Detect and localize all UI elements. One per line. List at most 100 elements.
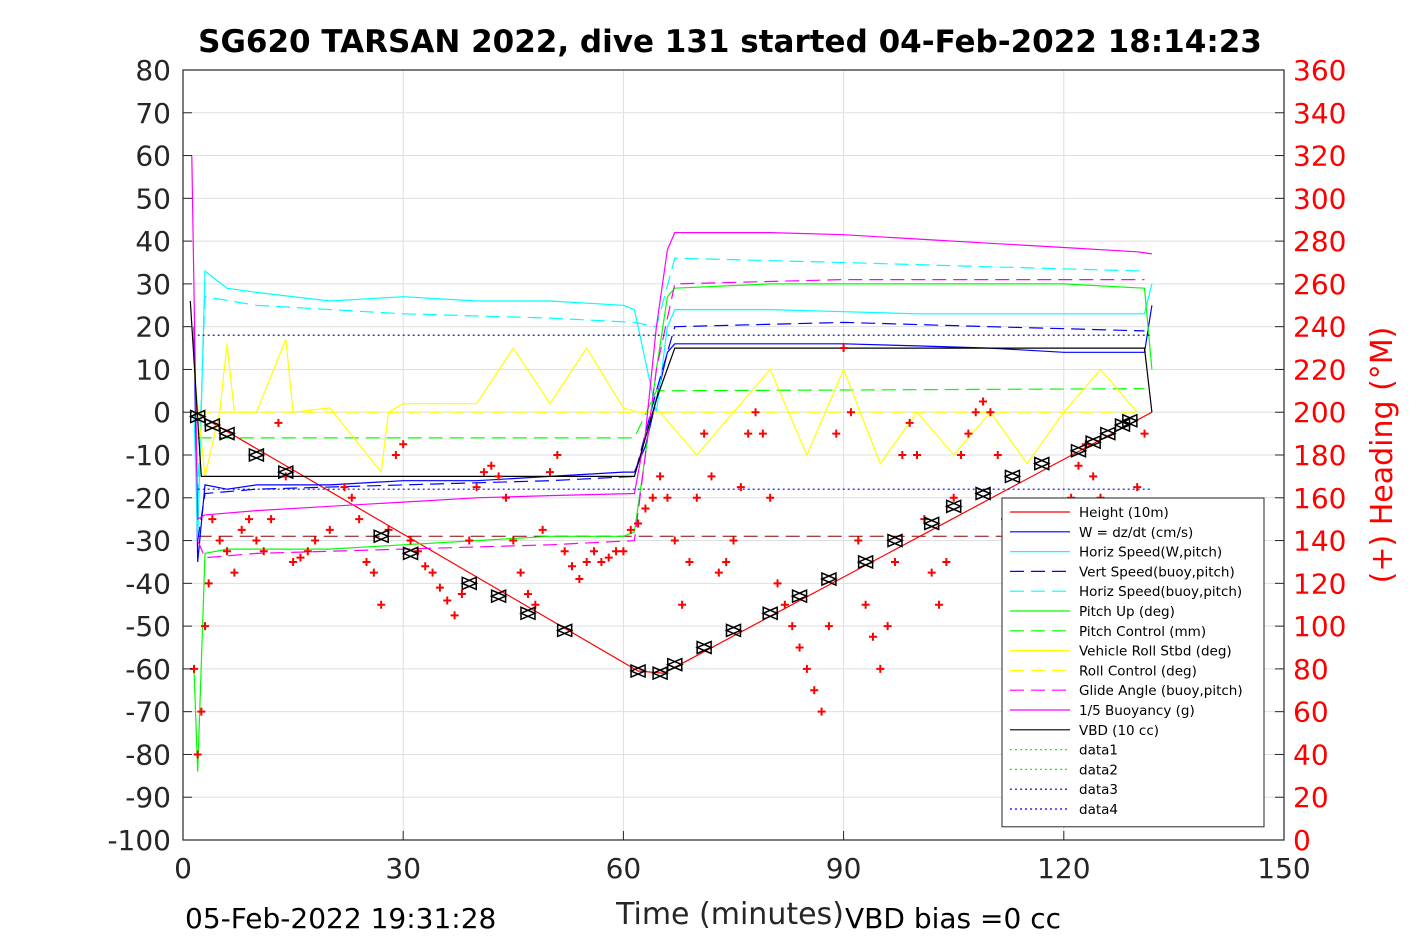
heading-point: [597, 557, 606, 566]
heading-point: [428, 568, 437, 577]
heading-point: [472, 483, 481, 492]
heading-point: [641, 504, 650, 513]
position-marker: [1098, 426, 1117, 441]
left-tick-label-8: 0: [153, 396, 171, 429]
heading-point: [744, 429, 753, 438]
position-marker: [401, 546, 420, 561]
right-tick-label-5: 260: [1293, 268, 1346, 301]
heading-point: [612, 547, 621, 556]
heading-point: [868, 632, 877, 641]
series-4-line: [197, 257, 1145, 498]
left-tick-label-1: 70: [135, 97, 171, 130]
heading-point: [443, 596, 452, 605]
left-tick-label-15: -70: [125, 696, 171, 729]
position-marker: [856, 554, 875, 570]
heading-point: [979, 397, 988, 406]
right-tick-label-3: 300: [1293, 182, 1346, 215]
heading-point: [259, 547, 268, 556]
right-tick-label-12: 120: [1293, 567, 1346, 600]
heading-point: [971, 408, 980, 417]
heading-point: [355, 515, 364, 524]
left-tick-label-0: 80: [135, 54, 171, 87]
heading-point: [663, 493, 672, 502]
heading-point: [927, 568, 936, 577]
heading-point: [634, 519, 643, 528]
position-marker: [790, 589, 809, 604]
left-axis: 80 70 60 50 40 30 20 10 0 -10 -20 -30 -40 -50 -60 -70 -8…: [107, 54, 192, 857]
heading-point: [905, 418, 914, 427]
heading-point: [296, 553, 305, 562]
position-marker: [665, 657, 684, 672]
heading-point: [993, 451, 1002, 459]
heading-point: [656, 472, 665, 481]
legend-label-13: data2: [1079, 762, 1118, 778]
right-tick-label-1: 340: [1293, 97, 1346, 130]
position-marker: [460, 576, 479, 591]
position-marker: [489, 589, 508, 604]
left-tick-label-11: -30: [125, 525, 171, 558]
position-marker: [1084, 435, 1103, 450]
footer-timestamp: 05-Feb-2022 19:31:28: [185, 902, 496, 935]
series-11-line: [189, 300, 1153, 477]
heading-point: [215, 536, 224, 545]
heading-point: [197, 707, 206, 716]
series-10-line: [191, 155, 1152, 521]
position-marker: [820, 571, 838, 587]
legend-label-1: W = dz/dt (cm/s): [1079, 525, 1193, 541]
heading-point: [751, 408, 760, 417]
heading-point: [501, 493, 510, 502]
heading-point: [230, 568, 239, 577]
heading-point: [223, 547, 232, 556]
right-tick-label-4: 280: [1293, 225, 1346, 258]
heading-point: [685, 557, 694, 566]
plot-traces: [189, 155, 1153, 772]
legend-box: [1001, 497, 1265, 828]
left-tick-label-2: 60: [135, 140, 171, 173]
series-6-line: [197, 388, 1145, 439]
heading-point: [245, 515, 254, 524]
series-7-line: [193, 339, 1138, 477]
heading-point: [347, 493, 356, 502]
heading-point: [391, 451, 400, 459]
position-marker: [651, 666, 670, 681]
legend-label-5: Pitch Up (deg): [1079, 604, 1175, 620]
x-axis: 0 30 60 90 120 150: [174, 831, 1311, 885]
heading-point: [604, 553, 613, 562]
heading-point: [861, 600, 870, 609]
right-tick-label-0: 360: [1293, 54, 1346, 87]
legend-label-6: Pitch Control (mm): [1079, 624, 1206, 640]
position-marker: [519, 606, 537, 621]
heading-point: [479, 468, 488, 477]
left-tick-label-5: 30: [135, 268, 171, 301]
series-3-line: [197, 321, 1145, 541]
position-marker: [761, 606, 780, 621]
heading-point: [758, 429, 767, 438]
legend-label-0: Height (10m): [1079, 505, 1169, 521]
heading-point: [957, 451, 966, 459]
position-marker: [695, 640, 714, 655]
position-marker: [276, 464, 295, 480]
heading-point: [964, 429, 973, 438]
heading-point: [377, 600, 386, 609]
heading-point: [1074, 461, 1083, 470]
heading-point: [913, 451, 921, 459]
series-2-line: [193, 269, 1153, 541]
heading-point: [780, 600, 789, 609]
heading-point: [494, 472, 503, 481]
heading-point: [303, 547, 312, 556]
position-marker: [247, 447, 266, 463]
x-tick-label-2: 60: [606, 852, 642, 885]
position-marker: [724, 623, 743, 638]
right-tick-label-17: 20: [1293, 781, 1329, 814]
left-tick-label-18: -100: [107, 824, 171, 857]
heading-point: [325, 525, 334, 534]
heading-point: [810, 686, 819, 695]
right-tick-label-9: 180: [1293, 439, 1346, 472]
left-tick-label-16: -80: [125, 738, 171, 771]
x-tick-label-1: 30: [385, 852, 421, 885]
x-tick-label-4: 120: [1037, 852, 1090, 885]
right-tick-label-13: 100: [1293, 610, 1346, 643]
left-tick-label-3: 50: [135, 182, 171, 215]
position-marker: [555, 623, 574, 638]
